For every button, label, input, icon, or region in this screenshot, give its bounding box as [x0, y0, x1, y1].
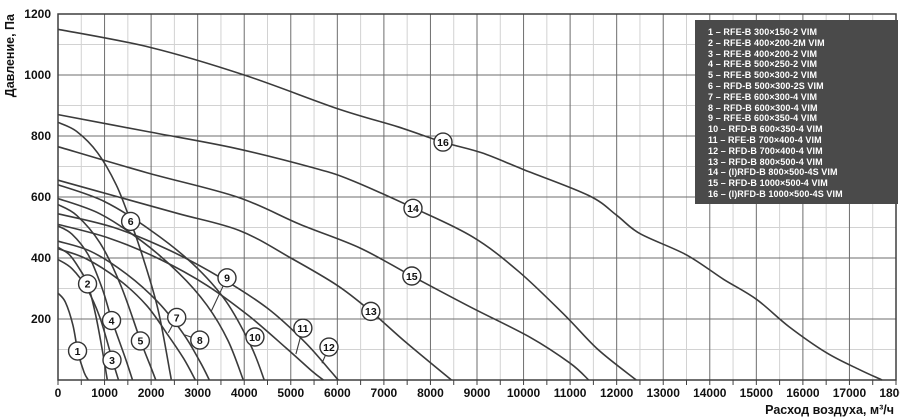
curve-label-number-2: 2: [85, 279, 91, 291]
x-tick-label: 5000: [277, 386, 304, 400]
curve-label-number-15: 15: [406, 271, 418, 283]
y-tick-label: 400: [31, 251, 51, 265]
legend: 1 – RFE-B 300×150-2 VIM 2 – RFE-B 400×200…: [695, 20, 898, 204]
curve-12: [57, 213, 339, 381]
curve-label-circle-10: [245, 327, 265, 347]
x-tick-label: 11000: [554, 386, 587, 400]
curve-4: [57, 225, 134, 381]
curve-label-number-10: 10: [249, 332, 261, 344]
curve-16: [57, 28, 883, 381]
curve-14: [57, 113, 637, 381]
legend-item: 6 – RFD-B 500×300-2S VIM: [708, 80, 824, 91]
curve-5: [57, 203, 157, 381]
x-tick-label: 16000: [786, 386, 820, 400]
curve-7: [57, 248, 197, 381]
curve-label-number-9: 9: [224, 273, 230, 285]
x-tick-label: 0: [55, 386, 62, 400]
legend-item: 9 – RFE-B 600×350-4 VIM: [708, 113, 818, 124]
legend-item: 12 – RFD-B 700×400-4 VIM: [708, 145, 823, 156]
curve-label-circle-2: [77, 274, 98, 294]
curve-label-number-13: 13: [365, 306, 377, 318]
curve-label-number-6: 6: [128, 216, 134, 228]
curve-label-circle-5: [130, 331, 151, 351]
curve-label-circle-11: [293, 318, 313, 338]
curve-label-number-4: 4: [109, 315, 115, 327]
curve-label-number-7: 7: [174, 312, 180, 324]
curve-label-number-1: 1: [75, 346, 81, 358]
x-tick-label: 8000: [417, 386, 444, 400]
curve-label-circle-9: [217, 268, 237, 288]
curve-11: [57, 223, 324, 381]
x-tick-label: 15000: [740, 386, 774, 400]
y-tick-label: 800: [31, 129, 51, 143]
x-tick-label: 13000: [647, 386, 681, 400]
curve-10: [57, 184, 265, 381]
x-tick-label: 14000: [693, 386, 727, 400]
curve-label-circle-8: [190, 330, 210, 350]
curve-label-number-11: 11: [297, 323, 308, 335]
legend-item: 14 – (I)RFD-B 800×500-4S VIM: [708, 167, 838, 178]
x-tick-label: 1000: [91, 386, 118, 400]
legend-item: 2 – RFE-B 400×200-2M VIM: [708, 37, 825, 48]
curve-label-number-14: 14: [407, 203, 419, 215]
y-tick-label: 1200: [24, 7, 51, 21]
curve-label-circle-14: [403, 198, 423, 218]
curve-label-number-8: 8: [197, 335, 203, 347]
curve-label-number-16: 16: [437, 137, 449, 149]
legend-item: 13 – RFD-B 800×500-4 VIM: [708, 156, 823, 167]
curve-label-circle-3: [102, 350, 122, 370]
legend-item: 15 – RFD-B 1000×500-4 VIM: [708, 178, 828, 189]
x-tick-label: 2000: [138, 386, 165, 400]
curve-label-number-5: 5: [137, 336, 143, 348]
curve-1: [57, 292, 90, 381]
curve-13: [57, 179, 452, 381]
legend-item: 1 – RFE-B 300×150-2 VIM: [708, 27, 818, 37]
curve-label-circle-15: [402, 266, 422, 286]
x-axis-title: Расход воздуха, м³/ч: [765, 403, 894, 417]
y-tick-label: 600: [31, 190, 51, 204]
legend-item: 3 – RFE-B 400×200-2 VIM: [708, 48, 818, 59]
curve-label-circle-7: [167, 307, 187, 328]
x-tick-label: 12000: [600, 386, 634, 400]
curve-15: [57, 145, 590, 381]
x-tick-label: 17000: [833, 386, 867, 400]
legend-item: 10 – RFD-B 600×350-4 VIM: [708, 124, 823, 135]
curve-label-circle-12: [319, 337, 339, 357]
legend-list: 1 – RFE-B 300×150-2 VIM 2 – RFE-B 400×200…: [708, 27, 892, 200]
legend-item: 11 – RFE-B 700×400-4 VIM: [708, 134, 822, 145]
curve-8: [57, 240, 211, 381]
y-tick-label: 200: [31, 312, 51, 326]
curve-9: [57, 197, 245, 381]
x-tick-label: 4000: [231, 386, 258, 400]
legend-item: 16 – (I)RFD-B 1000×500-4S VIM: [708, 188, 843, 199]
legend-item: 8 – RFD-B 600×300-4 VIM: [708, 102, 818, 113]
curve-label-circle-1: [67, 341, 88, 361]
curve-label-circle-16: [433, 132, 453, 152]
x-tick-label: 3000: [184, 386, 211, 400]
x-tick-label: 7000: [371, 386, 398, 400]
y-tick-label: 1000: [24, 68, 51, 82]
x-tick-label: 18000: [879, 386, 900, 400]
x-tick-label: 9000: [464, 386, 491, 400]
y-axis-title: Давление, Па: [3, 13, 17, 97]
curve-label-circle-6: [120, 211, 141, 232]
curve-label-circle-4: [101, 310, 122, 331]
curve-label-number-12: 12: [323, 342, 335, 354]
curve-label-number-3: 3: [109, 355, 115, 367]
curve-label-circle-13: [361, 301, 381, 322]
x-tick-label: 6000: [324, 386, 351, 400]
x-tick-label: 10000: [507, 386, 541, 400]
legend-item: 7 – RFE-B 600×300-4 VIM: [708, 91, 818, 102]
legend-item: 4 – RFE-B 500×250-2 VIM: [708, 59, 818, 70]
legend-item: 5 – RFE-B 500×300-2 VIM: [708, 70, 818, 81]
